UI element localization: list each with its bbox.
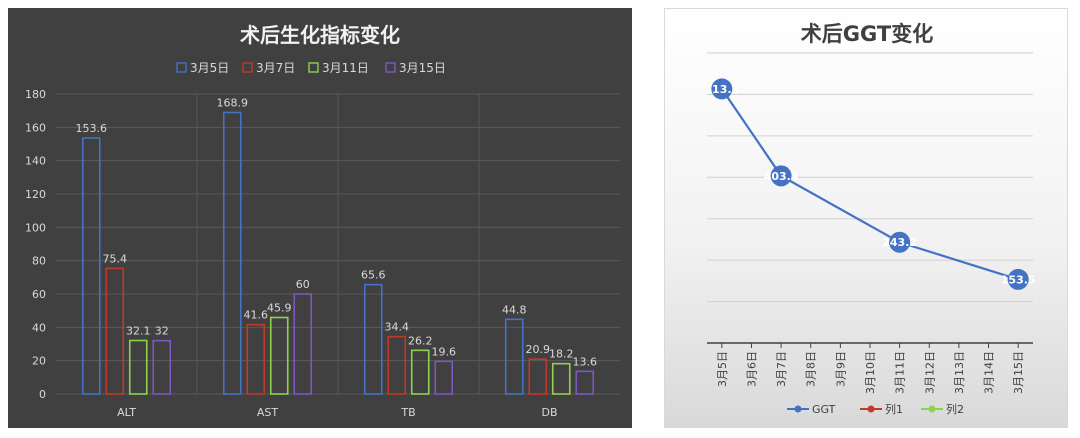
bar — [81, 137, 101, 395]
x-tick-label: 3月12日 — [923, 351, 936, 394]
x-tick-label: 3月5日 — [716, 351, 729, 387]
bar-value-label: 65.6 — [361, 269, 386, 282]
point-value-label: 153.5 — [1001, 273, 1036, 286]
data-point — [711, 78, 733, 100]
line-marks: 613.3 403.4 243.2 153.5 — [704, 78, 1036, 290]
bar — [222, 111, 242, 395]
chart-title: 术后GGT变化 — [801, 22, 933, 46]
bar-value-label: 20.9 — [526, 343, 551, 356]
y-tick-label: 40 — [32, 321, 46, 334]
legend-label: 列2 — [946, 402, 964, 416]
x-tick-label: DB — [541, 406, 557, 419]
y-tick-label: 160 — [25, 121, 46, 134]
x-axis-ticks: 3月5日 3月6日 3月7日 3月8日 3月9日 3月10日 3月11日 3月12日 3月13日… — [716, 343, 1025, 394]
bar-value-label: 60 — [296, 278, 310, 291]
bar-value-label: 32.1 — [126, 325, 151, 338]
bar — [551, 362, 571, 395]
bar — [410, 349, 430, 395]
bar-value-label: 18.2 — [549, 348, 574, 361]
y-tick-label: 60 — [32, 288, 46, 301]
bar — [434, 360, 454, 395]
bar-value-label: 153.6 — [76, 122, 108, 135]
bar-value-label: 32 — [155, 325, 169, 338]
bar-value-label: 168.9 — [217, 97, 249, 110]
x-tick-label: 3月11日 — [894, 351, 907, 394]
y-tick-label: 120 — [25, 188, 46, 201]
bar — [152, 339, 172, 395]
chart-legend: GGT 列1 列2 — [787, 402, 964, 416]
bar-value-label: 13.6 — [573, 355, 598, 368]
bar-value-label: 19.6 — [432, 345, 457, 358]
legend-label: 3月15日 — [399, 61, 446, 75]
x-tick-label: 3月8日 — [805, 351, 818, 387]
x-tick-label: 3月15日 — [1012, 351, 1025, 394]
legend-swatch — [242, 62, 253, 73]
bar — [363, 283, 383, 395]
y-axis-ticks: 0 20 40 60 80 100 120 140 160 180 — [25, 88, 46, 401]
x-tick-label: 3月10日 — [864, 351, 877, 394]
legend-swatch — [308, 62, 319, 73]
data-point — [770, 165, 792, 187]
bar-value-label: 44.8 — [502, 303, 527, 316]
x-tick-label: ALT — [117, 406, 136, 419]
y-tick-label: 140 — [25, 155, 46, 168]
bar — [293, 293, 313, 395]
y-tick-label: 100 — [25, 221, 46, 234]
bar — [575, 370, 595, 395]
bar-value-label: 26.2 — [408, 334, 433, 347]
x-tick-label: 3月7日 — [775, 351, 788, 387]
bar — [387, 335, 407, 395]
x-tick-label: 3月9日 — [834, 351, 847, 387]
data-point — [1007, 268, 1029, 290]
bar — [105, 267, 125, 395]
x-tick-label: AST — [257, 406, 279, 419]
legend-marker — [867, 405, 875, 413]
x-tick-label: 3月6日 — [745, 351, 758, 387]
bar-value-label: 75.4 — [103, 252, 128, 265]
chart-title: 术后生化指标变化 — [240, 23, 400, 47]
bar-value-label: 41.6 — [244, 309, 269, 322]
y-tick-label: 180 — [25, 88, 46, 101]
series-line — [720, 88, 1019, 281]
bar-marks: 153.6 75.4 32.1 32 168.9 41.645.9 60 65.6 34.426… — [76, 97, 598, 395]
legend-swatch — [176, 62, 187, 73]
y-tick-label: 80 — [32, 255, 46, 268]
point-value-label: 613.3 — [704, 83, 739, 96]
bar — [269, 316, 289, 395]
ggt-chart-panel: 术后GGT变化 613.3 403.4 243.2 153.5 3月5日 3月6日 3月7… — [664, 8, 1068, 428]
point-value-label: 403.4 — [764, 170, 799, 183]
legend-swatch — [385, 62, 396, 73]
y-tick-label: 0 — [39, 388, 46, 401]
point-value-label: 243.2 — [882, 236, 917, 249]
gridlines — [56, 93, 620, 395]
legend-label: 3月7日 — [256, 61, 295, 75]
x-axis-ticks: ALT AST TB DB — [117, 406, 557, 419]
biochem-chart-panel: 术后生化指标变化 3月5日 3月7日 3月11日 3月15日 0 20 40 60 80 100… — [8, 8, 632, 428]
x-tick-label: TB — [400, 406, 415, 419]
legend-label: 列1 — [885, 402, 903, 416]
bar-value-label: 45.9 — [267, 302, 292, 315]
legend-label: GGT — [812, 403, 836, 416]
bar — [504, 318, 524, 395]
ggt-line-chart: 术后GGT变化 613.3 403.4 243.2 153.5 3月5日 3月6日 3月7… — [704, 22, 1036, 416]
legend-marker — [794, 405, 802, 413]
chart-legend: 3月5日 3月7日 3月11日 3月15日 — [176, 61, 446, 75]
bar — [128, 339, 148, 395]
x-tick-label: 3月14日 — [983, 351, 996, 394]
bar-value-label: 34.4 — [385, 321, 410, 334]
data-point — [889, 231, 911, 253]
y-tick-label: 20 — [32, 355, 46, 368]
legend-label: 3月11日 — [322, 61, 369, 75]
legend-marker — [928, 405, 936, 413]
biochem-bar-chart: 术后生化指标变化 3月5日 3月7日 3月11日 3月15日 0 20 40 60 80 100… — [25, 23, 620, 419]
gridlines — [707, 52, 1033, 344]
bar — [246, 323, 266, 395]
legend-label: 3月5日 — [190, 61, 229, 75]
x-tick-label: 3月13日 — [953, 351, 966, 394]
bar — [528, 358, 548, 395]
